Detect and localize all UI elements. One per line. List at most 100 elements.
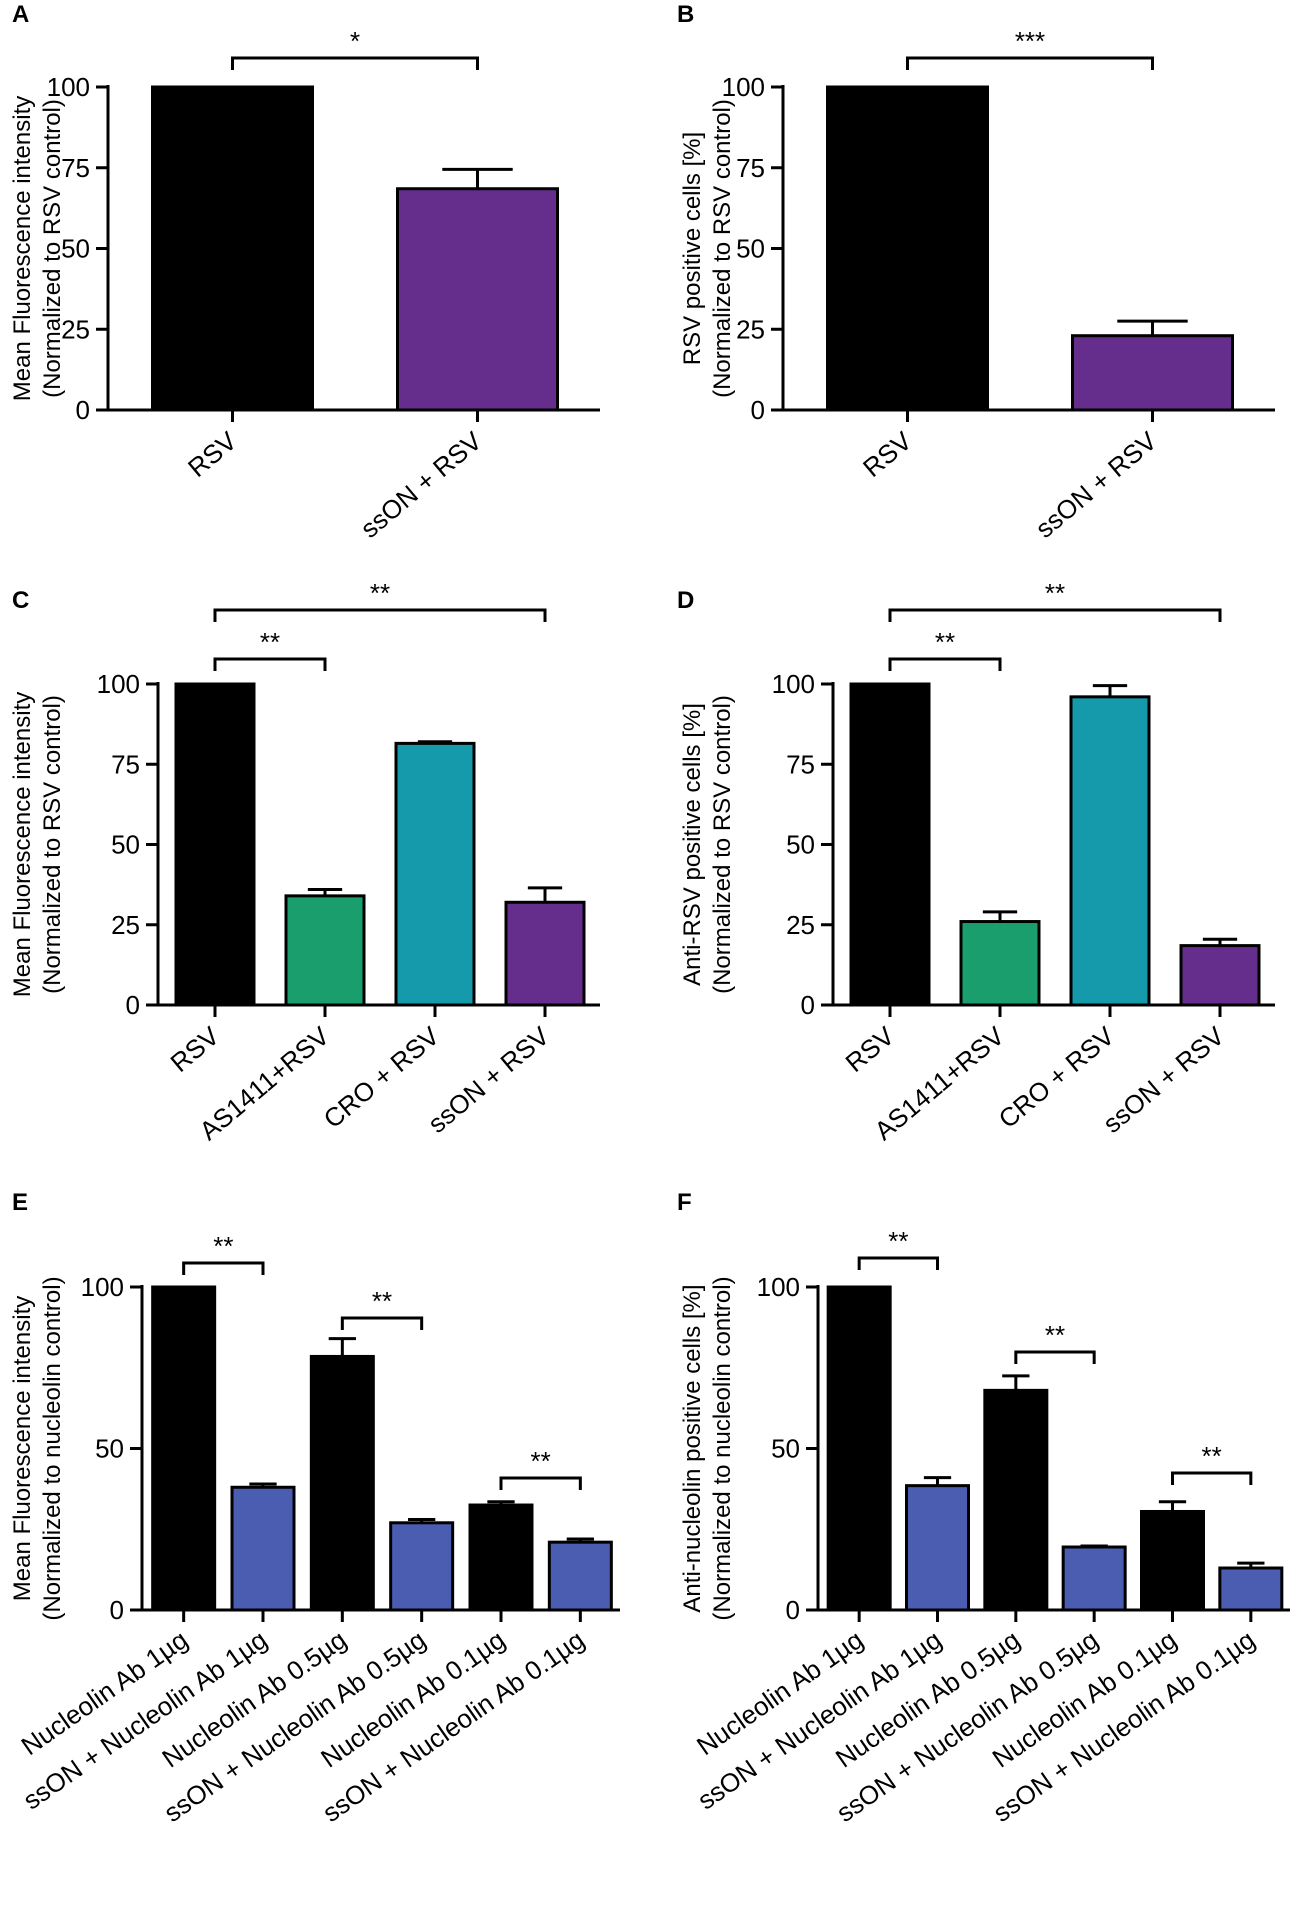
- significance-label: ***: [1015, 26, 1045, 56]
- significance-label: **: [1202, 1441, 1222, 1471]
- significance-label: *: [350, 26, 360, 56]
- bar: [151, 85, 314, 412]
- y-tick-label: 100: [47, 72, 90, 102]
- bar: [389, 1521, 455, 1612]
- y-tick-label: 75: [786, 749, 815, 779]
- bar: [1061, 1545, 1127, 1612]
- y-tick-label: 100: [722, 72, 765, 102]
- bar: [468, 1503, 534, 1612]
- bar: [284, 894, 366, 1007]
- category-label: RSV: [165, 1020, 226, 1078]
- bar: [1179, 944, 1261, 1007]
- y-tick-label: 50: [771, 1434, 800, 1464]
- significance-bracket: [182, 1261, 265, 1275]
- y-tick-label: 75: [61, 153, 90, 183]
- significance-bracket: [888, 608, 1222, 622]
- category-label: ssON + RSV: [422, 1020, 555, 1139]
- category-label: RSV: [840, 1020, 901, 1078]
- bar: [396, 187, 559, 412]
- y-tick-label: 75: [111, 749, 140, 779]
- y-tick-label: 25: [736, 314, 765, 344]
- y-tick-label: 25: [111, 910, 140, 940]
- bar: [905, 1484, 970, 1612]
- y-tick-label: 100: [757, 1272, 800, 1302]
- y-axis-label: RSV positive cells [%]: [679, 132, 706, 365]
- bar: [230, 1485, 296, 1612]
- bar: [1218, 1566, 1284, 1612]
- bar: [959, 920, 1041, 1007]
- y-axis-label: (Normalized to nucleolin control): [709, 1276, 736, 1620]
- category-label: ssON + RSV: [1097, 1020, 1230, 1139]
- y-axis-label: Mean Fluorescence intensity: [9, 1296, 36, 1601]
- y-axis-label: (Normalized to RSV control): [709, 99, 736, 398]
- significance-bracket: [906, 56, 1154, 70]
- panel-letter: C: [12, 587, 29, 614]
- y-tick-label: 0: [786, 1595, 800, 1625]
- y-tick-label: 50: [95, 1434, 124, 1464]
- bar: [849, 682, 931, 1007]
- bar: [504, 900, 586, 1007]
- significance-label: **: [372, 1286, 392, 1316]
- bar: [394, 741, 476, 1007]
- significance-bracket: [340, 1316, 424, 1330]
- y-tick-label: 0: [801, 990, 815, 1020]
- bar: [309, 1354, 375, 1612]
- y-tick-label: 0: [110, 1595, 124, 1625]
- y-tick-label: 100: [772, 669, 815, 699]
- y-tick-label: 100: [81, 1272, 124, 1302]
- significance-bracket: [231, 56, 479, 70]
- y-tick-label: 0: [126, 990, 140, 1020]
- y-axis-label: Mean Fluorescence intensity: [9, 692, 36, 997]
- significance-bracket: [1171, 1471, 1253, 1485]
- bar: [1071, 334, 1234, 412]
- y-tick-label: 0: [76, 395, 90, 425]
- significance-bracket: [213, 657, 327, 671]
- significance-bracket: [213, 608, 547, 622]
- panel-b: B RSV positive cells [%] (Normalized to RS…: [677, 1, 1275, 544]
- bar: [151, 1285, 217, 1612]
- panel-f: F Anti-nucleolin positive cells [%] (Norma…: [677, 1189, 1290, 1828]
- significance-bracket: [888, 657, 1002, 671]
- y-axis-label: (Normalized to RSV control): [39, 99, 66, 398]
- category-label: RSV: [182, 425, 243, 483]
- significance-label: **: [370, 578, 390, 608]
- panel-letter: A: [12, 1, 29, 28]
- significance-label: **: [260, 627, 280, 657]
- panel-letter: B: [677, 1, 694, 28]
- significance-label: **: [888, 1226, 908, 1256]
- panel-c: C Mean Fluorescence intensity (Normalized …: [9, 578, 600, 1146]
- y-tick-label: 100: [97, 669, 140, 699]
- bar: [826, 1285, 892, 1612]
- y-axis-label: Anti-nucleolin positive cells [%]: [679, 1284, 706, 1612]
- bar: [1069, 695, 1151, 1007]
- bar: [174, 682, 256, 1007]
- significance-bracket: [1014, 1350, 1096, 1364]
- bar: [547, 1540, 613, 1612]
- panel-a: A Mean Fluorescence intensity (Normalized …: [9, 1, 600, 544]
- significance-label: **: [213, 1231, 233, 1261]
- significance-label: **: [1045, 578, 1065, 608]
- y-tick-label: 50: [786, 830, 815, 860]
- category-label: ssON + RSV: [355, 425, 488, 544]
- significance-label: **: [1045, 1320, 1065, 1350]
- panel-e: E Mean Fluorescence intensity (Normalized …: [9, 1189, 620, 1828]
- y-tick-label: 50: [111, 830, 140, 860]
- bar: [826, 85, 989, 412]
- y-tick-label: 25: [786, 910, 815, 940]
- category-label: ssON + RSV: [1030, 425, 1163, 544]
- significance-bracket: [857, 1256, 939, 1270]
- panel-d: D Anti-RSV positive cells [%] (Normalized …: [677, 578, 1275, 1146]
- panel-letter: F: [677, 1189, 692, 1216]
- significance-bracket: [499, 1476, 582, 1490]
- significance-label: **: [935, 627, 955, 657]
- category-label: RSV: [857, 425, 918, 483]
- y-tick-label: 25: [61, 314, 90, 344]
- bar: [1140, 1509, 1205, 1612]
- y-axis-label: Anti-RSV positive cells [%]: [679, 703, 706, 986]
- y-tick-label: 0: [751, 395, 765, 425]
- y-tick-label: 75: [736, 153, 765, 183]
- y-tick-label: 50: [736, 234, 765, 264]
- bar: [983, 1388, 1049, 1612]
- y-axis-label: Mean Fluorescence intensity: [9, 96, 36, 401]
